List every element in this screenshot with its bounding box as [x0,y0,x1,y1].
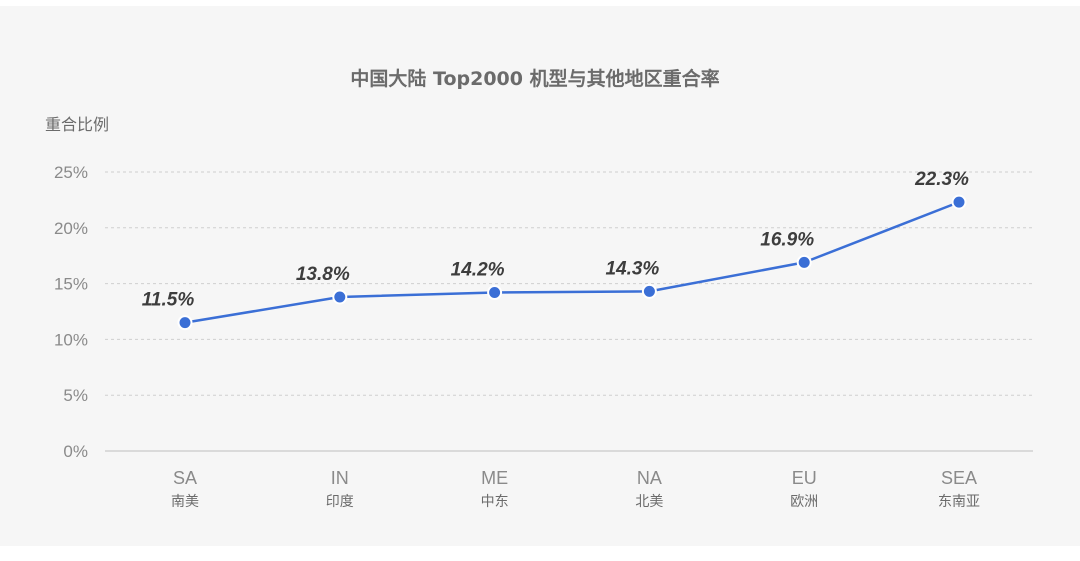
y-tick-label: 0% [63,442,88,461]
x-tick-label: SA [173,468,197,488]
x-tick-sublabel: 东南亚 [938,494,980,510]
x-tick-label: NA [637,468,662,488]
data-label: 14.3% [605,258,659,279]
series-line [184,200,960,324]
x-tick-sublabel: 欧洲 [790,494,818,510]
x-tick-sublabel: 印度 [326,494,354,510]
y-axis-ticks: 0% 5% 10% 15% 20% 25% [54,163,88,461]
x-axis-categories: SA 南美 IN 印度 ME 中东 NA 北美 EU 欧洲 SEA 东南亚 [171,468,980,510]
x-tick-sublabel: 中东 [481,494,509,510]
data-point[interactable] [796,254,812,270]
data-label: 11.5% [142,290,195,311]
x-tick-label: ME [481,468,508,488]
y-tick-label: 20% [54,219,88,238]
x-tick-sublabel: 北美 [635,494,663,510]
data-point[interactable] [951,194,967,210]
x-tick-label: IN [331,468,349,488]
data-labels: 11.5% 13.8% 14.2% 14.3% 16.9% 22.3% [142,169,969,311]
y-tick-label: 15% [54,275,88,294]
data-point[interactable] [177,315,193,331]
x-tick-label: SEA [941,468,977,488]
chart-title: 中国大陆 Top2000 机型与其他地区重合率 [350,67,719,90]
series-line-layer [184,200,960,324]
data-points [177,194,967,331]
y-tick-label: 10% [54,330,88,349]
gridlines [105,171,1033,452]
data-point[interactable] [641,283,657,299]
y-tick-label: 5% [63,386,88,405]
data-label: 14.2% [451,260,505,281]
data-point[interactable] [332,289,348,305]
y-axis-label: 重合比例 [45,115,109,134]
data-point[interactable] [487,285,503,301]
line-chart: 中国大陆 Top2000 机型与其他地区重合率 重合比例 0% 5% 10% 15% 2… [45,67,1033,510]
data-label: 13.8% [296,264,350,285]
data-label: 22.3% [914,169,969,190]
y-tick-label: 25% [54,163,88,182]
x-tick-label: EU [792,468,817,488]
chart-panel: 中国大陆 Top2000 机型与其他地区重合率 重合比例 0% 5% 10% 15% 2… [0,6,1080,546]
data-label: 16.9% [760,229,814,250]
x-tick-sublabel: 南美 [171,494,199,510]
